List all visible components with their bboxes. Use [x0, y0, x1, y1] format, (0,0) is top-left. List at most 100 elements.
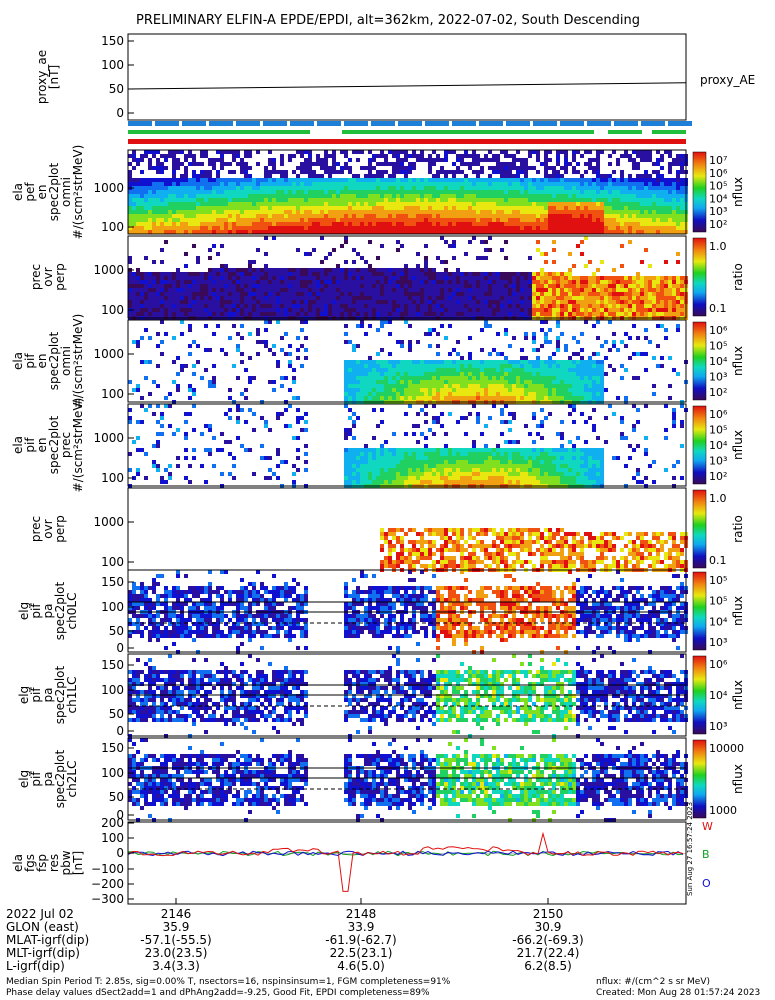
heatmap-cell — [472, 372, 476, 376]
heatmap-cell — [156, 364, 160, 368]
heatmap-cell — [316, 308, 320, 312]
heatmap-cell — [320, 178, 324, 182]
heatmap-cell — [356, 344, 360, 348]
heatmap-cell — [328, 304, 332, 308]
heatmap-cell — [348, 194, 352, 198]
heatmap-cell — [380, 320, 384, 324]
heatmap-cell — [384, 226, 388, 230]
heatmap-cell — [412, 202, 416, 206]
heatmap-cell — [520, 308, 524, 312]
heatmap-cell — [564, 218, 568, 222]
heatmap-cell — [144, 186, 148, 190]
heatmap-cell — [532, 304, 536, 308]
heatmap-cell — [268, 304, 272, 308]
heatmap-cell — [272, 178, 276, 182]
heatmap-cell — [548, 182, 552, 186]
heatmap-cell — [488, 166, 492, 170]
heatmap-cell — [576, 162, 580, 166]
heatmap-cell — [260, 308, 264, 312]
heatmap-cell — [536, 218, 540, 222]
heatmap-cell — [212, 198, 216, 202]
heatmap-cell — [432, 174, 436, 178]
heatmap-cell — [488, 284, 492, 288]
heatmap-cell — [284, 206, 288, 210]
heatmap-cell — [168, 230, 172, 234]
colorbar-tick: 10⁶ — [709, 167, 728, 180]
heatmap-cell — [608, 194, 612, 198]
heatmap-cell — [628, 288, 632, 292]
heatmap-cell — [480, 214, 484, 218]
heatmap-cell — [236, 304, 240, 308]
heatmap-cell — [400, 300, 404, 304]
heatmap-cell — [228, 186, 232, 190]
heatmap-cell — [544, 284, 548, 288]
heatmap-cell — [476, 186, 480, 190]
heatmap-cell — [404, 300, 408, 304]
heatmap-cell — [400, 198, 404, 202]
heatmap-cell — [440, 388, 444, 392]
heatmap-cell — [572, 198, 576, 202]
heatmap-cell — [396, 376, 400, 380]
heatmap-cell — [680, 226, 684, 230]
heatmap-cell — [240, 324, 244, 328]
heatmap-cell — [412, 154, 416, 158]
heatmap-cell — [280, 292, 284, 296]
heatmap-cell — [256, 162, 260, 166]
heatmap-cell — [392, 276, 396, 280]
heatmap-cell — [440, 392, 444, 396]
heatmap-cell — [136, 194, 140, 198]
heatmap-cell — [208, 268, 212, 272]
heatmap-cell — [216, 190, 220, 194]
heatmap-cell — [160, 308, 164, 312]
heatmap-cell — [616, 214, 620, 218]
heatmap-cell — [552, 182, 556, 186]
heatmap-cell — [584, 312, 588, 316]
heatmap-cell — [444, 222, 448, 226]
heatmap-cell — [580, 206, 584, 210]
heatmap-cell — [544, 296, 548, 300]
heatmap-cell — [624, 190, 628, 194]
heatmap-cell — [472, 178, 476, 182]
heatmap-cell — [288, 226, 292, 230]
heatmap-cell — [264, 268, 268, 272]
heatmap-cell — [392, 162, 396, 166]
heatmap-cell — [384, 186, 388, 190]
heatmap-cell — [156, 304, 160, 308]
heatmap-cell — [660, 198, 664, 202]
heatmap-cell — [292, 296, 296, 300]
heatmap-cell — [528, 150, 532, 154]
heatmap-cell — [460, 214, 464, 218]
heatmap-cell — [224, 198, 228, 202]
heatmap-cell — [268, 218, 272, 222]
heatmap-cell — [372, 304, 376, 308]
heatmap-cell — [296, 312, 300, 316]
heatmap-cell — [460, 312, 464, 316]
heatmap-cell — [488, 236, 492, 240]
heatmap-cell — [136, 190, 140, 194]
heatmap-cell — [528, 308, 532, 312]
heatmap-cell — [668, 166, 672, 170]
heatmap-cell — [496, 284, 500, 288]
heatmap-cell — [360, 276, 364, 280]
heatmap-cell — [508, 280, 512, 284]
heatmap-cell — [440, 194, 444, 198]
heatmap-cell — [544, 292, 548, 296]
heatmap-cell — [400, 158, 404, 162]
heatmap-cell — [556, 198, 560, 202]
heatmap-cell — [420, 158, 424, 162]
heatmap-cell — [304, 336, 308, 340]
heatmap-cell — [516, 296, 520, 300]
heatmap-cell — [248, 308, 252, 312]
heatmap-cell — [192, 198, 196, 202]
heatmap-cell — [464, 304, 468, 308]
heatmap-cell — [620, 312, 624, 316]
heatmap-cell — [396, 178, 400, 182]
heatmap-cell — [348, 178, 352, 182]
heatmap-cell — [200, 198, 204, 202]
heatmap-cell — [384, 230, 388, 234]
blue-bar-segment — [155, 121, 179, 126]
heatmap-cell — [428, 226, 432, 230]
heatmap-cell — [280, 186, 284, 190]
heatmap-cell — [616, 284, 620, 288]
heatmap-cell — [176, 186, 180, 190]
